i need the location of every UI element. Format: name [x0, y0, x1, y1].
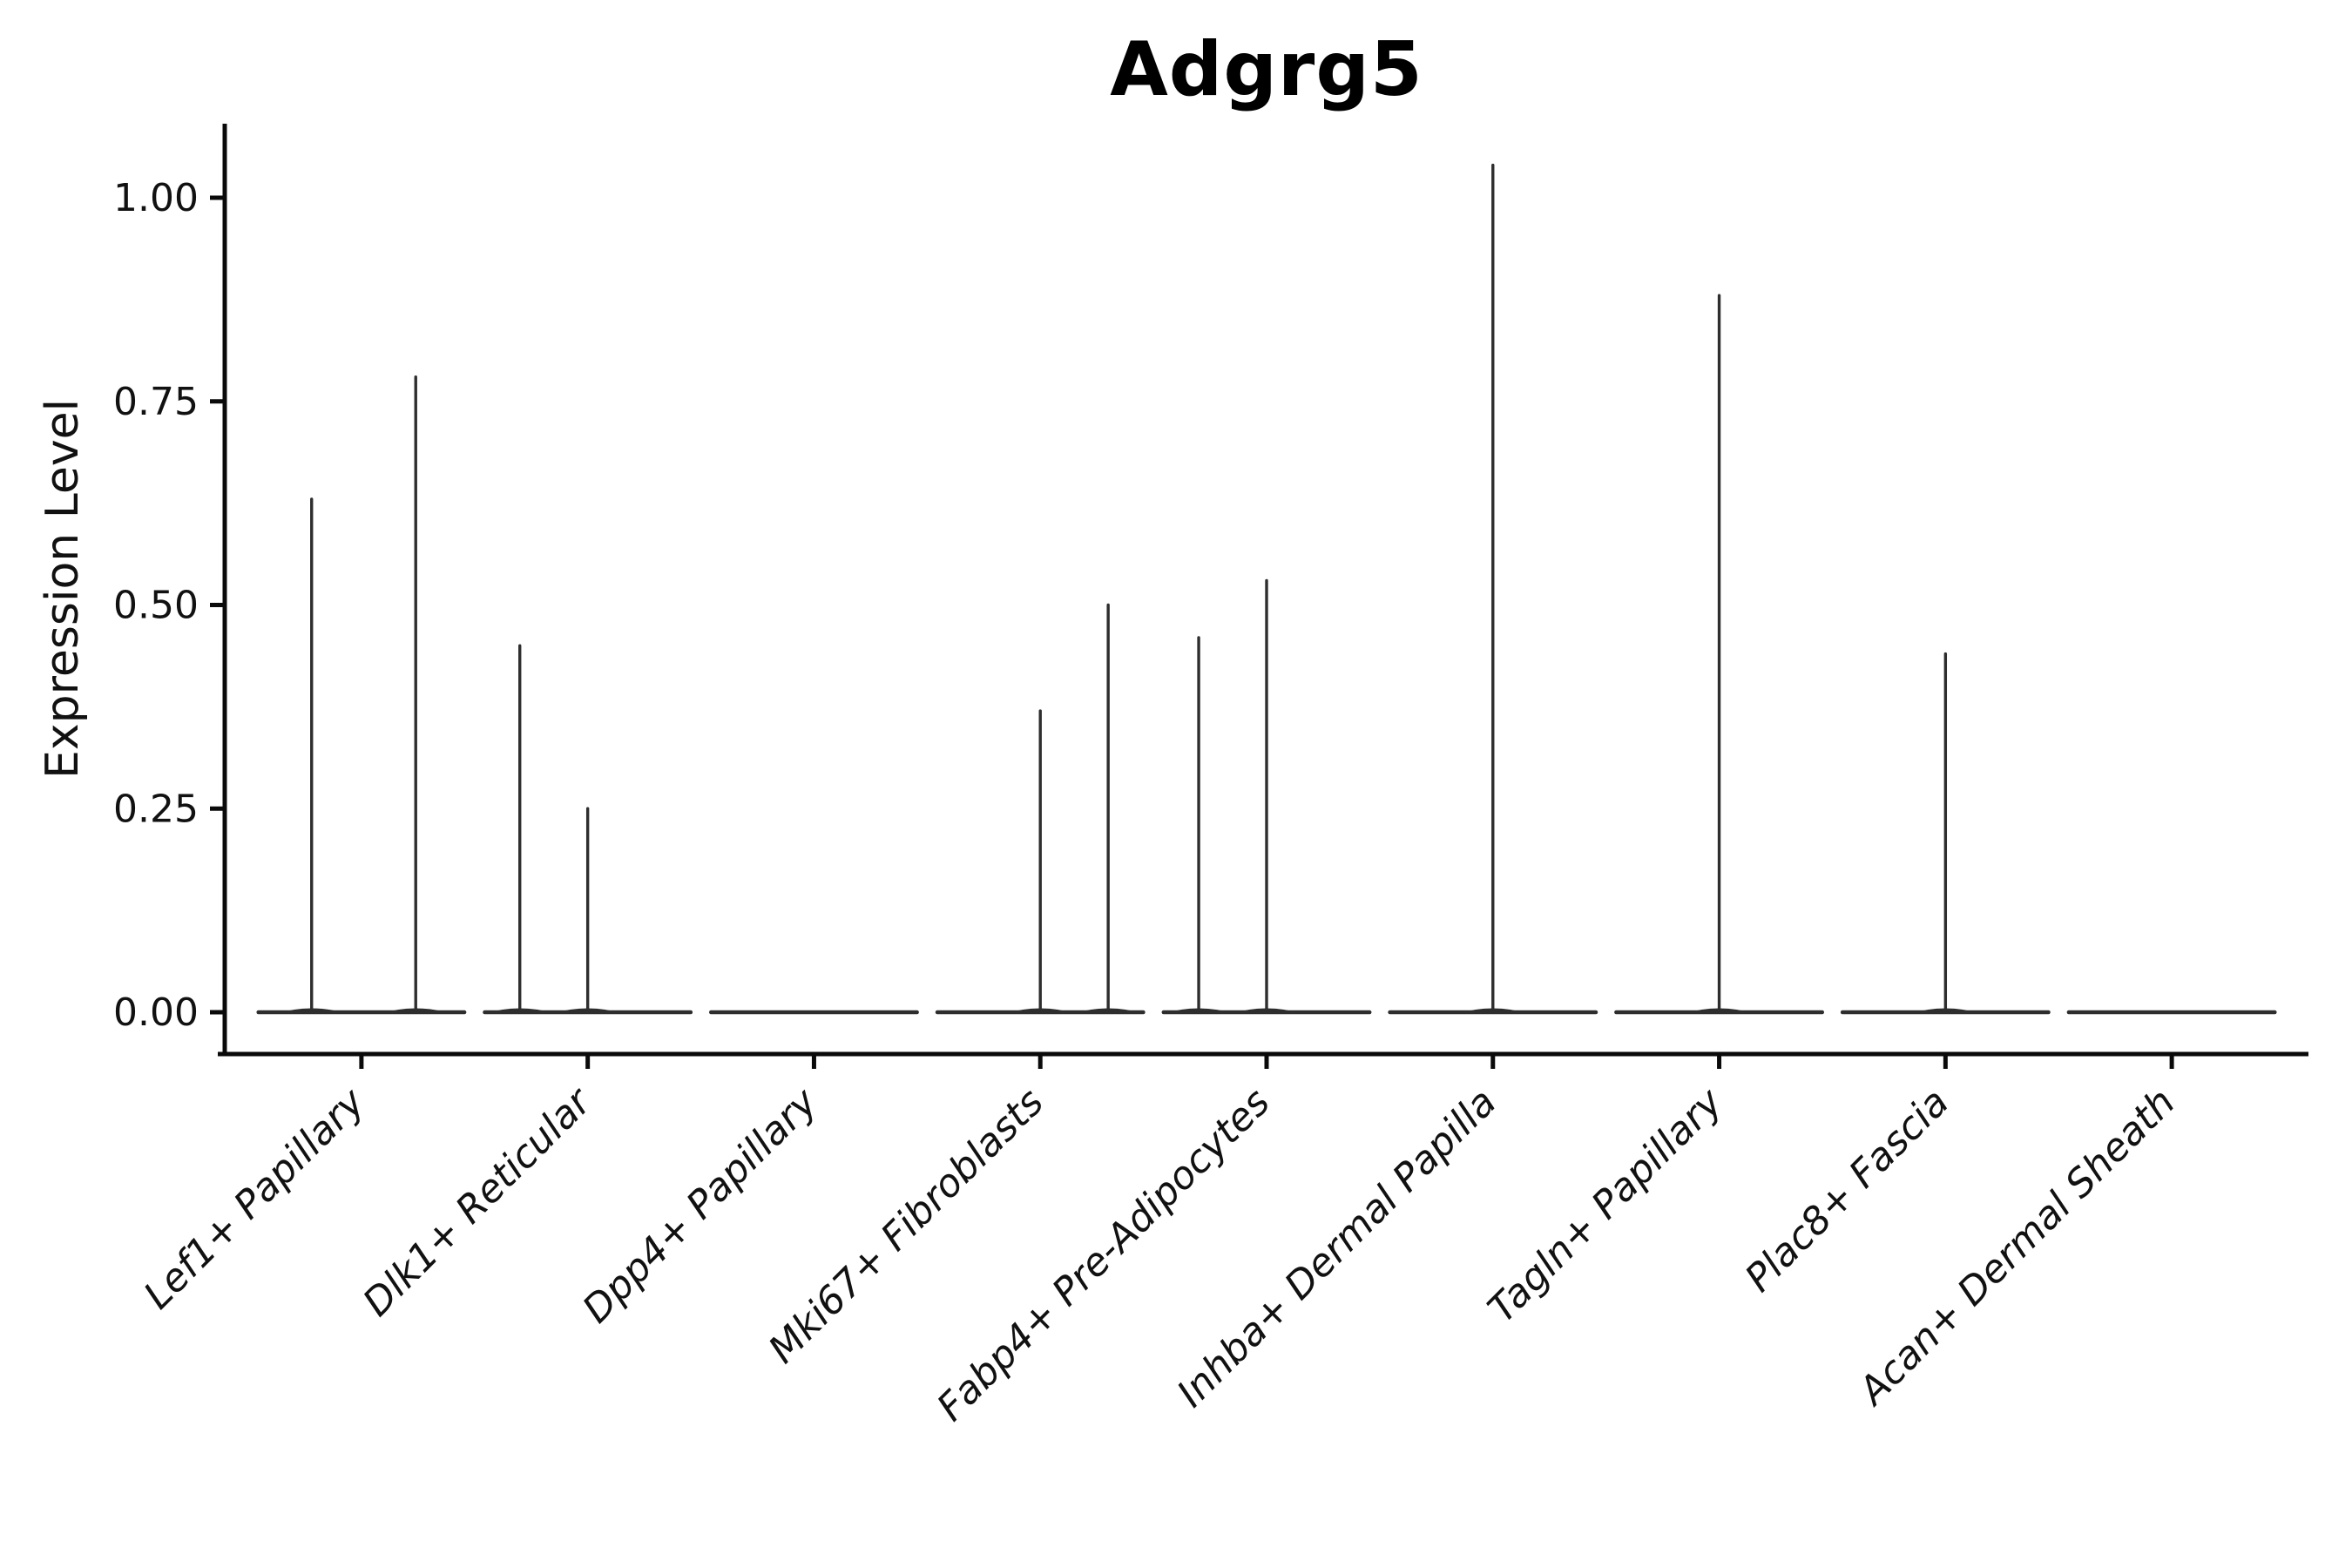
y-tick-label: 0.50	[113, 584, 199, 628]
x-axis-label: Lef1+ Papillary	[136, 1079, 375, 1318]
x-axis-label: Dpp4+ Papillary	[574, 1079, 827, 1332]
y-tick-label: 0.25	[113, 787, 199, 831]
x-axis-label: Tagln+ Papillary	[1480, 1079, 1732, 1331]
y-tick-label: 0.00	[113, 990, 199, 1035]
chart-title: Adgrg5	[1110, 26, 1423, 113]
x-axis-label: Plac8+ Fascia	[1737, 1080, 1957, 1301]
x-axis-label: Dlk1+ Reticular	[355, 1078, 601, 1325]
y-tick-label: 1.00	[113, 176, 199, 220]
y-tick-label: 0.75	[113, 380, 199, 424]
